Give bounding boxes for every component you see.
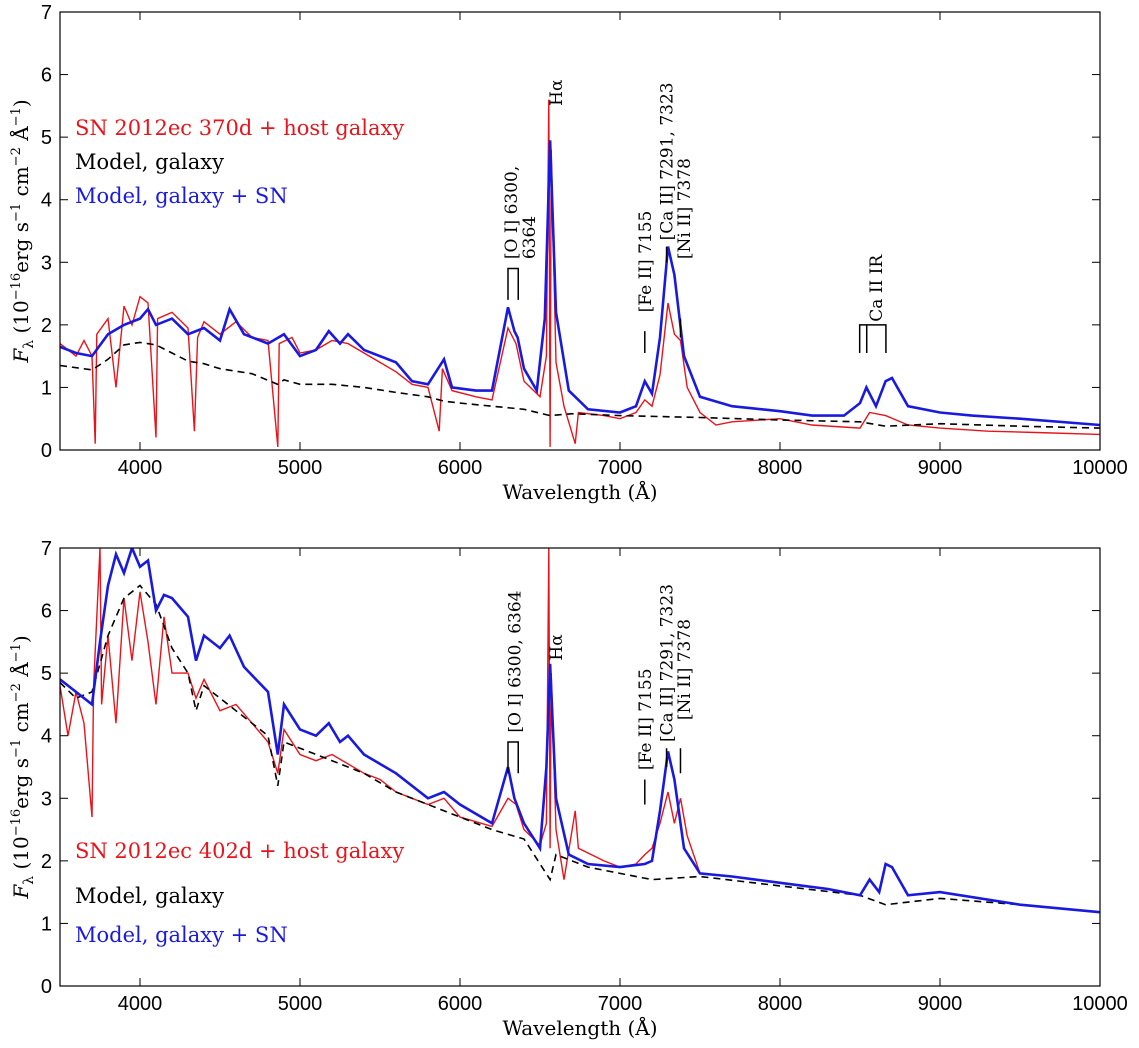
line-annotation: Hα (547, 79, 567, 106)
line-annotation: Hα (547, 634, 567, 661)
annotation-marker (507, 741, 519, 774)
x-tick-label: 4000 (118, 457, 163, 479)
y-tick-label: 2 (41, 851, 52, 873)
annotation-marker (507, 267, 519, 300)
series-line-model-galaxy-sn (60, 548, 1100, 914)
x-tick-label: 4000 (118, 993, 163, 1015)
legend-entry: Model, galaxy + SN (75, 923, 288, 947)
x-tick-label: 8000 (758, 457, 803, 479)
y-tick-label: 3 (41, 788, 52, 810)
y-tick-label: 4 (41, 190, 52, 212)
line-annotation: Ca II IR (867, 254, 887, 322)
chart-panel-top: 4000 5000 6000 7000 8000 9000 10000 0 1 2 3 4 5 6 7 Wav… (8, 2, 1128, 504)
plot-frame (59, 11, 1101, 451)
series-line-sn-2012ec-370d-host-galaxy (60, 99, 1100, 447)
x-axis-label: Wavelength (Å) (502, 479, 657, 504)
annotation-marker (866, 324, 887, 354)
y-tick-label: 3 (41, 252, 52, 274)
y-tick-label: 1 (41, 913, 52, 935)
x-tick-label: 10000 (1072, 993, 1128, 1015)
line-annotation: [Fe II] 7155 (636, 211, 656, 313)
x-tick-label: 7000 (598, 993, 643, 1015)
line-annotation: [Fe II] 7155 (636, 668, 656, 770)
legend-entry: Model, galaxy (75, 884, 224, 908)
y-tick-label: 5 (41, 663, 52, 685)
x-tick-label: 8000 (758, 993, 803, 1015)
legend-entry: Model, galaxy + SN (75, 184, 288, 208)
y-tick-label: 5 (41, 127, 52, 149)
legend-entry: Model, galaxy (75, 150, 224, 174)
x-tick-label: 6000 (438, 457, 483, 479)
line-annotation: [Ni II] 7378 (675, 619, 695, 720)
series-line-model-galaxy-sn (60, 140, 1100, 427)
y-tick-label: 1 (41, 377, 52, 399)
y-axis-label: Fλ (10−16erg s−1 cm−2 Å−1) (8, 99, 37, 363)
x-tick-label: 7000 (598, 457, 643, 479)
y-tick-label: 6 (41, 601, 52, 623)
plot-frame (59, 547, 1101, 987)
legend-entry: SN 2012ec 402d + host galaxy (75, 839, 404, 863)
chart-panel-bottom: 4000 5000 6000 7000 8000 9000 10000 0 1 2 3 4 5 6 7 Wav… (8, 538, 1128, 1040)
x-tick-label: 9000 (918, 457, 963, 479)
y-tick-label: 4 (41, 726, 52, 748)
y-tick-label: 7 (41, 538, 52, 560)
x-axis-label: Wavelength (Å) (502, 1015, 657, 1040)
x-tick-label: 5000 (278, 993, 323, 1015)
line-annotation: [O I] 6300,6364 (502, 166, 540, 259)
y-tick-label: 2 (41, 315, 52, 337)
line-annotation: [Ca II] 7291, 7323 (657, 82, 677, 240)
x-tick-label: 5000 (278, 457, 323, 479)
x-tick-label: 9000 (918, 993, 963, 1015)
y-tick-label: 0 (41, 976, 52, 998)
y-tick-label: 0 (41, 440, 52, 462)
y-tick-label: 6 (41, 65, 52, 87)
line-annotation: [O I] 6300, 6364 (505, 591, 525, 733)
line-annotation: [Ca II] 7291, 7323 (657, 584, 677, 742)
x-tick-label: 10000 (1072, 457, 1128, 479)
series-line-model-galaxy (60, 341, 1100, 429)
x-tick-label: 6000 (438, 993, 483, 1015)
series-line-model-galaxy (60, 584, 1100, 913)
y-tick-label: 7 (41, 2, 52, 24)
legend-entry: SN 2012ec 370d + host galaxy (75, 116, 404, 140)
y-axis-label: Fλ (10−16erg s−1 cm−2 Å−1) (8, 635, 37, 899)
series-line-sn-2012ec-402d-host-galaxy (60, 548, 701, 880)
annotation-marker (858, 324, 868, 354)
line-annotation: [Ni II] 7378 (675, 158, 695, 259)
